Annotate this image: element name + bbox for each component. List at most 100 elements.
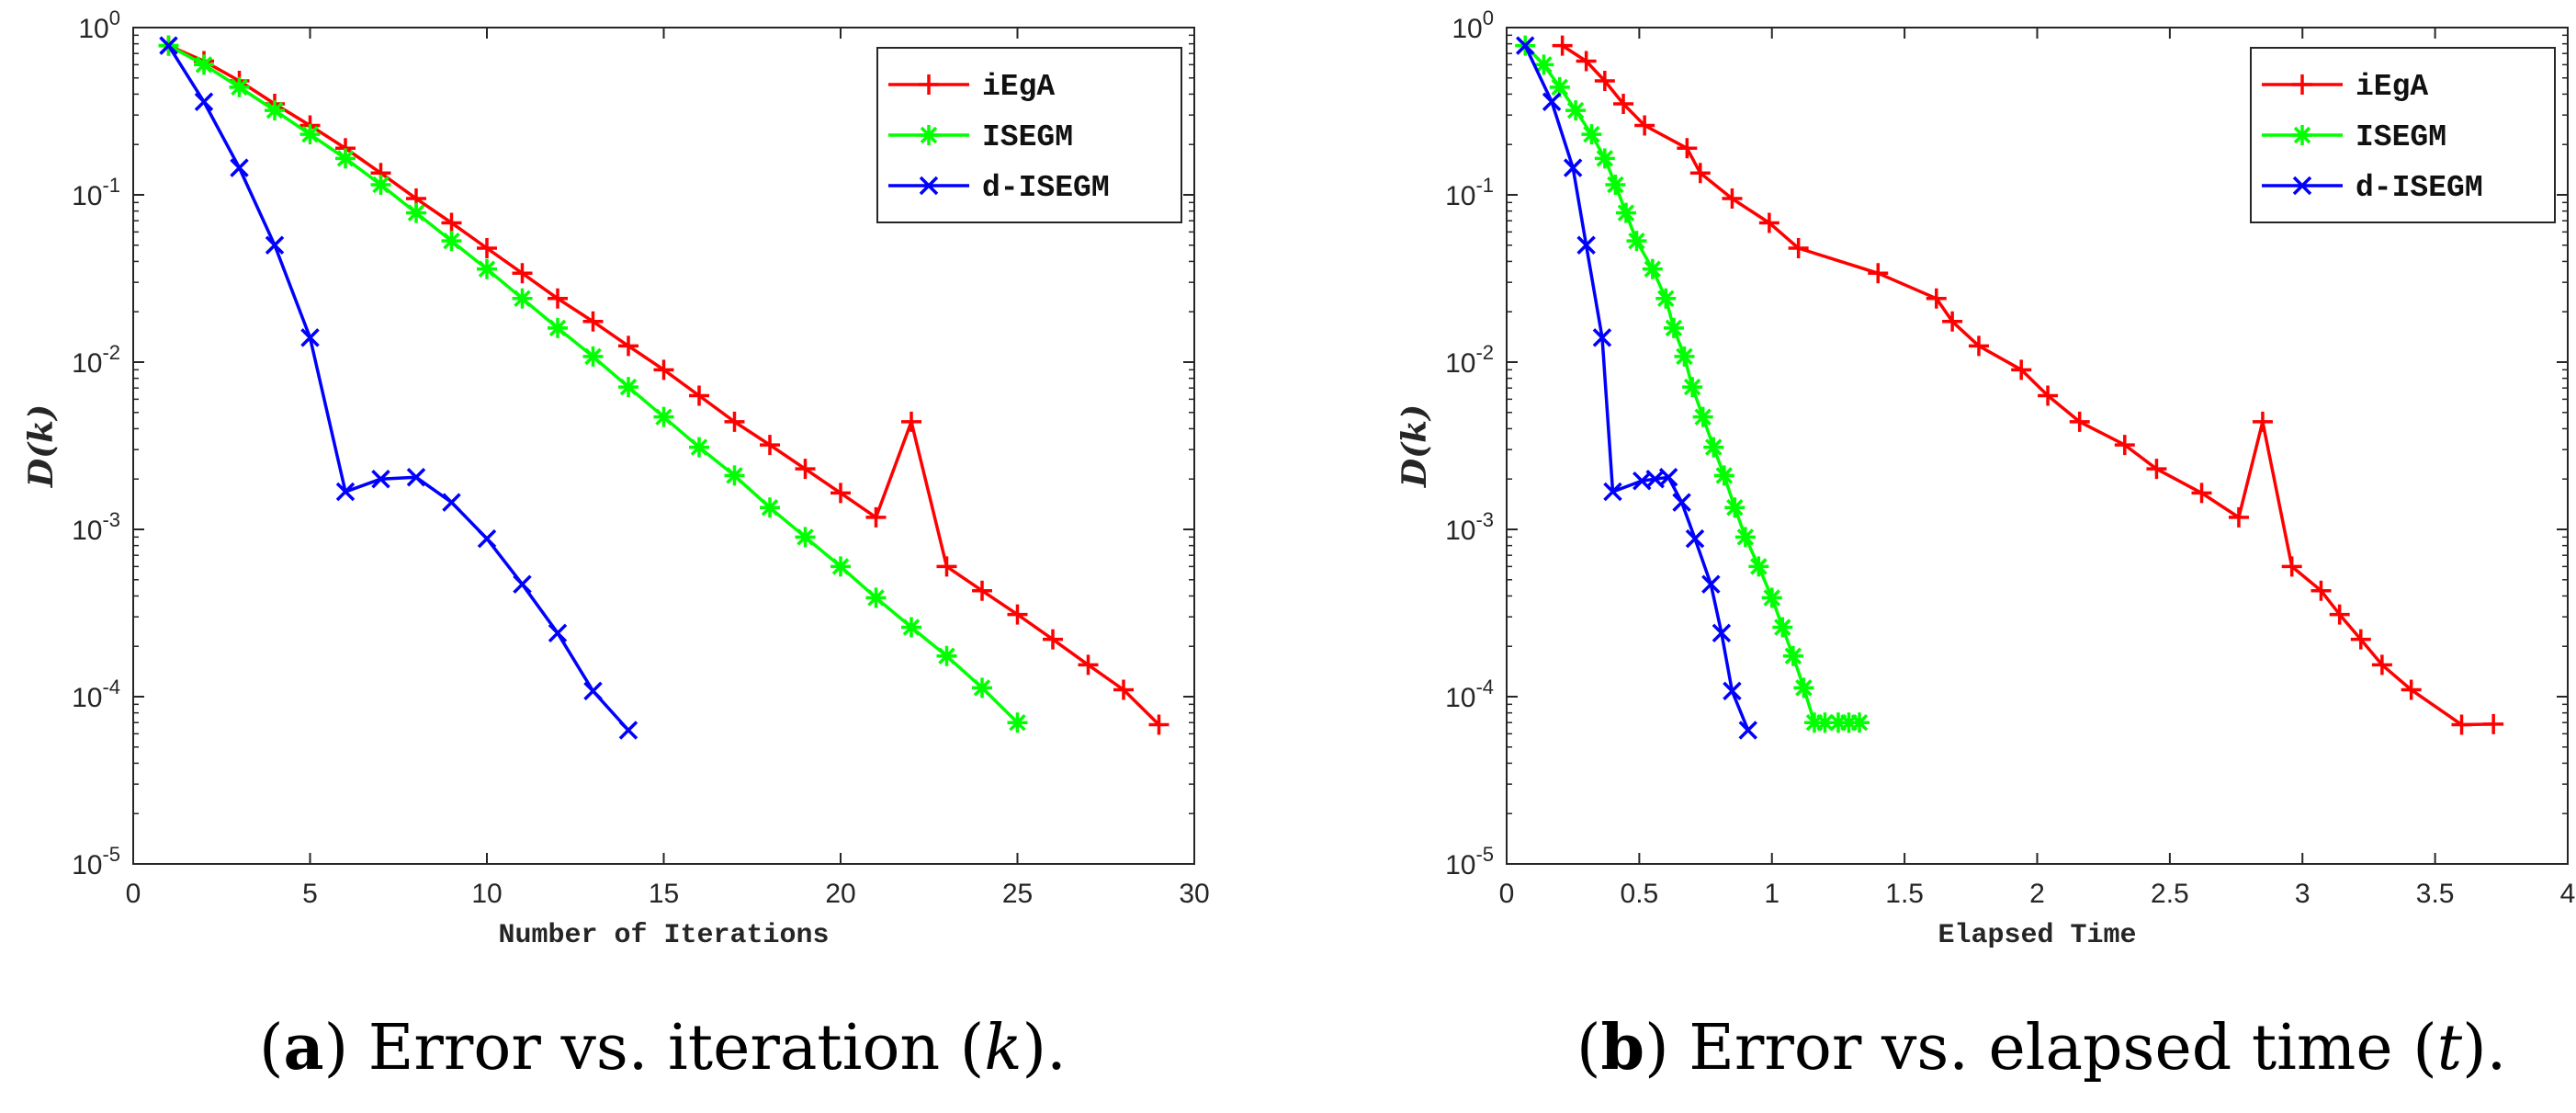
series-iega-point-23 <box>2310 580 2332 601</box>
legend-iega-marker-point-0 <box>919 74 939 95</box>
series-isegm-point-13 <box>618 377 638 398</box>
series-iega-point-27 <box>1113 679 1134 700</box>
caption-b-end: ). <box>2462 1012 2507 1085</box>
legend-d-isegm-marker-point-0 <box>919 176 939 196</box>
y-tick-label-5: 100 <box>78 6 120 44</box>
series-isegm-point-2 <box>229 76 250 97</box>
legend-d-isegm-label: d-ISEGM <box>982 171 1110 205</box>
series-iega-point-15 <box>2038 385 2059 406</box>
caption-a-end: ). <box>1022 1012 1067 1085</box>
legend-isegm-label: ISEGM <box>2356 120 2446 154</box>
chart-error-vs-elapsed-time: 0 0.5 1 1.5 2 2.5 3 3.5 4 10-5 10-4 10-3 10-2 10-1 100… <box>1395 6 2575 951</box>
series-iega-point-11 <box>1926 288 1947 309</box>
series-iega-point-28 <box>1148 714 1169 735</box>
y-tick-label-2: 10-3 <box>72 508 120 546</box>
series-d-isegm-point-10 <box>513 574 532 594</box>
series-iega-point-12 <box>1942 311 1963 332</box>
series-isegm-point-22 <box>936 645 957 666</box>
series-d-isegm-point-4 <box>1592 328 1612 347</box>
series-isegm-point-1 <box>194 54 214 75</box>
series-iega-point-0 <box>1552 35 1573 56</box>
x-tick-label-1: 5 <box>302 879 318 909</box>
x-tick-label-0: 0 <box>126 879 141 909</box>
series-isegm-point-15 <box>689 437 709 458</box>
series-d-isegm-point-12 <box>1712 623 1732 643</box>
series-isegm-point-25 <box>1814 712 1836 733</box>
series-d-isegm-point-11 <box>1701 574 1721 594</box>
series-iega-point-24 <box>1007 604 1028 625</box>
series-iega-point-10 <box>1868 263 1889 284</box>
series-d-isegm-point-5 <box>1603 482 1622 502</box>
series-isegm-point-6 <box>1605 174 1626 195</box>
x-tick-label-2: 10 <box>471 879 502 909</box>
legend: iEgA ISEGM d-ISEGM <box>876 47 1182 223</box>
series-isegm-point-14 <box>1692 406 1713 427</box>
series-isegm-point-28 <box>1849 712 1870 733</box>
series-iega-point-14 <box>2011 359 2032 380</box>
series-iega-point-17 <box>2114 435 2135 456</box>
series-iega-point-7 <box>1722 188 1743 210</box>
x-tick-label-1: 0.5 <box>1621 879 1659 909</box>
series-iega-point-25 <box>2350 629 2371 650</box>
series-iega-point-6 <box>1689 163 1711 184</box>
series-isegm-point-24 <box>1803 712 1825 733</box>
caption-b-text: Error vs. elapsed time ( <box>1689 1012 2437 1085</box>
series-d-isegm-point-1 <box>1542 92 1562 111</box>
chart-error-vs-iteration: 0 5 10 15 20 25 30 10-5 10-4 10-3 10-2 10-1 100 Numbe… <box>22 6 1210 951</box>
series-d-isegm-point-12 <box>583 681 603 701</box>
series-isegm-point-16 <box>724 465 745 486</box>
series-isegm-point-13 <box>1682 377 1703 398</box>
series-isegm-point-18 <box>1734 527 1756 548</box>
legend-isegm-marker-point-0 <box>2292 125 2312 145</box>
series-d-isegm-point-10 <box>1685 528 1705 549</box>
series-isegm-point-3 <box>265 100 285 121</box>
y-tick-label-1: 10-4 <box>1445 676 1494 713</box>
series-iega-point-18 <box>795 459 816 480</box>
series-d-isegm-point-14 <box>1738 721 1757 740</box>
series-isegm-point-12 <box>582 346 604 367</box>
legend-iega-label: iEgA <box>982 70 1055 104</box>
x-tick-label-2: 1 <box>1764 879 1779 909</box>
series-isegm-point-8 <box>441 231 462 252</box>
x-axis-label: Number of Iterations <box>498 920 829 951</box>
series-isegm-point-10 <box>512 288 533 309</box>
series-iega-point-19 <box>830 483 851 504</box>
series-iega-point-16 <box>2069 411 2090 432</box>
y-tick-label-0: 10-5 <box>72 843 120 880</box>
series-iega-point-16 <box>724 411 745 432</box>
series-iega-point-1 <box>1576 51 1597 72</box>
series-isegm-point-15 <box>1703 437 1724 458</box>
y-tick-label-5: 100 <box>1452 6 1494 44</box>
series-d-isegm-point-6 <box>371 469 390 489</box>
y-tick-label-3: 10-2 <box>1445 341 1494 379</box>
series-isegm-point-11 <box>1663 317 1684 338</box>
series-isegm-point-23 <box>1793 677 1814 698</box>
series-d-isegm-point-13 <box>618 721 638 740</box>
series-iega-point-2 <box>1594 71 1615 92</box>
series-isegm-point-17 <box>760 497 780 518</box>
series-iega-point-26 <box>2371 654 2392 676</box>
series-d-isegm <box>159 36 638 740</box>
series-d-isegm-point-9 <box>477 528 497 549</box>
series-iega-line <box>1561 44 2494 727</box>
series-iega-point-21 <box>901 411 921 432</box>
series-isegm-point-8 <box>1626 231 1647 252</box>
series-iega-point-10 <box>512 263 533 284</box>
series-iega <box>1552 35 2504 735</box>
y-tick-label-0: 10-5 <box>1445 843 1494 880</box>
series-isegm-point-16 <box>1713 465 1734 486</box>
y-tick-label-3: 10-2 <box>72 341 120 379</box>
series-isegm-point-6 <box>370 174 391 195</box>
caption-a-text: Error vs. iteration ( <box>367 1012 985 1085</box>
series-iega-point-4 <box>1634 115 1655 136</box>
series-isegm-point-19 <box>830 556 851 577</box>
series-isegm-point-10 <box>1655 288 1677 309</box>
x-tick-label-3: 15 <box>649 879 679 909</box>
series-iega-point-17 <box>760 435 780 456</box>
series-isegm-point-7 <box>406 202 426 223</box>
series-iega-point-24 <box>2329 604 2350 625</box>
series-iega-point-23 <box>972 580 992 601</box>
series-d-isegm <box>1515 36 1757 740</box>
series-d-isegm-point-5 <box>335 482 356 502</box>
x-tick-label-3: 1.5 <box>1885 879 1924 909</box>
